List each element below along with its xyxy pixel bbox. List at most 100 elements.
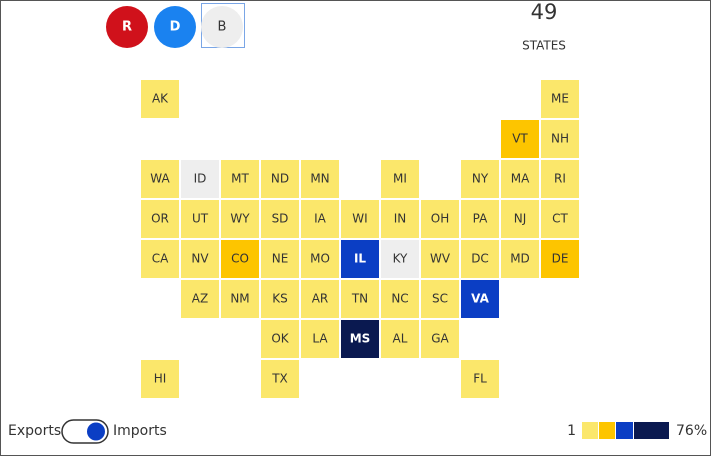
state-label: NJ (514, 212, 527, 226)
state-tile[interactable] (261, 160, 299, 198)
state-tile[interactable] (261, 360, 299, 398)
state-tile[interactable] (381, 320, 419, 358)
state-tile[interactable] (381, 280, 419, 318)
state-tile[interactable] (541, 120, 579, 158)
state-label: NH (551, 132, 569, 146)
state-label: WA (150, 172, 170, 186)
state-tile[interactable] (181, 200, 219, 238)
state-tile[interactable] (501, 200, 539, 238)
state-label: TX (271, 372, 288, 386)
state-tile[interactable] (221, 160, 259, 198)
state-tile[interactable] (381, 240, 419, 278)
state-label: IL (354, 252, 366, 266)
state-label: GA (431, 332, 449, 346)
state-tile[interactable] (301, 280, 339, 318)
state-label: CO (231, 252, 249, 266)
state-tile[interactable] (501, 120, 539, 158)
state-tile[interactable] (421, 200, 459, 238)
state-tile[interactable] (421, 320, 459, 358)
state-label: FL (473, 372, 487, 386)
state-tile[interactable] (461, 200, 499, 238)
state-label: MA (511, 172, 530, 186)
state-tile[interactable] (501, 160, 539, 198)
count-value: 49 (531, 0, 558, 24)
state-tile[interactable] (461, 360, 499, 398)
state-label: TN (351, 292, 368, 306)
state-label: MT (231, 172, 249, 186)
state-tile[interactable] (381, 160, 419, 198)
state-tile[interactable] (541, 200, 579, 238)
party-button[interactable] (201, 6, 243, 48)
state-label: ND (271, 172, 289, 186)
state-tile[interactable] (501, 240, 539, 278)
legend-swatch (582, 422, 598, 439)
state-label: NY (472, 172, 489, 186)
state-tile[interactable] (221, 200, 259, 238)
legend-swatch (634, 422, 669, 439)
state-tile[interactable] (301, 240, 339, 278)
state-label: ID (194, 172, 207, 186)
toggle-right: Imports (113, 423, 167, 439)
state-tile[interactable] (541, 240, 579, 278)
state-tile[interactable] (341, 240, 379, 278)
state-tile[interactable] (261, 320, 299, 358)
party-button[interactable] (154, 6, 196, 48)
state-tile[interactable] (341, 320, 379, 358)
state-tile[interactable] (181, 160, 219, 198)
state-label: OK (271, 332, 289, 346)
state-tile[interactable] (381, 200, 419, 238)
state-label: VT (512, 132, 528, 146)
state-label: WV (430, 252, 451, 266)
legend-min: 1 (567, 423, 576, 439)
state-tile[interactable] (301, 200, 339, 238)
party-button[interactable] (106, 6, 148, 48)
state-label: DC (471, 252, 489, 266)
state-tile[interactable] (461, 240, 499, 278)
state-tile[interactable] (141, 360, 179, 398)
state-label: IN (394, 212, 407, 226)
state-tile[interactable] (301, 320, 339, 358)
state-tile[interactable] (141, 200, 179, 238)
state-tile[interactable] (141, 160, 179, 198)
state-label: CA (152, 252, 169, 266)
state-label: OH (431, 212, 449, 226)
state-tile[interactable] (421, 240, 459, 278)
state-label: NM (230, 292, 249, 306)
state-tile[interactable] (181, 240, 219, 278)
state-label: UT (192, 212, 209, 226)
state-tile[interactable] (261, 280, 299, 318)
state-label: NV (191, 252, 209, 266)
state-label: MN (310, 172, 329, 186)
count-label: STATES (522, 39, 566, 53)
state-tile[interactable] (541, 160, 579, 198)
state-tile[interactable] (181, 280, 219, 318)
state-tile[interactable] (141, 240, 179, 278)
state-tile[interactable] (261, 240, 299, 278)
state-label: AZ (192, 292, 208, 306)
state-tile[interactable] (221, 280, 259, 318)
state-tile[interactable] (141, 80, 179, 118)
legend-swatch (616, 422, 633, 439)
state-tile[interactable] (461, 160, 499, 198)
state-tile[interactable] (541, 80, 579, 118)
state-label: AL (393, 332, 408, 346)
state-tile[interactable] (261, 200, 299, 238)
state-label: VA (471, 292, 489, 306)
state-tile[interactable] (221, 240, 259, 278)
state-label: PA (473, 212, 488, 226)
state-tile[interactable] (341, 280, 379, 318)
state-label: ME (551, 92, 569, 106)
state-label: CT (552, 212, 568, 226)
state-label: MI (393, 172, 407, 186)
state-tile[interactable] (341, 200, 379, 238)
state-label: AR (312, 292, 329, 306)
state-tile[interactable] (301, 160, 339, 198)
state-label: OR (151, 212, 169, 226)
state-tile[interactable] (461, 280, 499, 318)
state-label: SD (272, 212, 289, 226)
state-label: RI (554, 172, 566, 186)
party-button-label: R (122, 20, 132, 35)
state-label: LA (312, 332, 328, 346)
state-tile[interactable] (421, 280, 459, 318)
